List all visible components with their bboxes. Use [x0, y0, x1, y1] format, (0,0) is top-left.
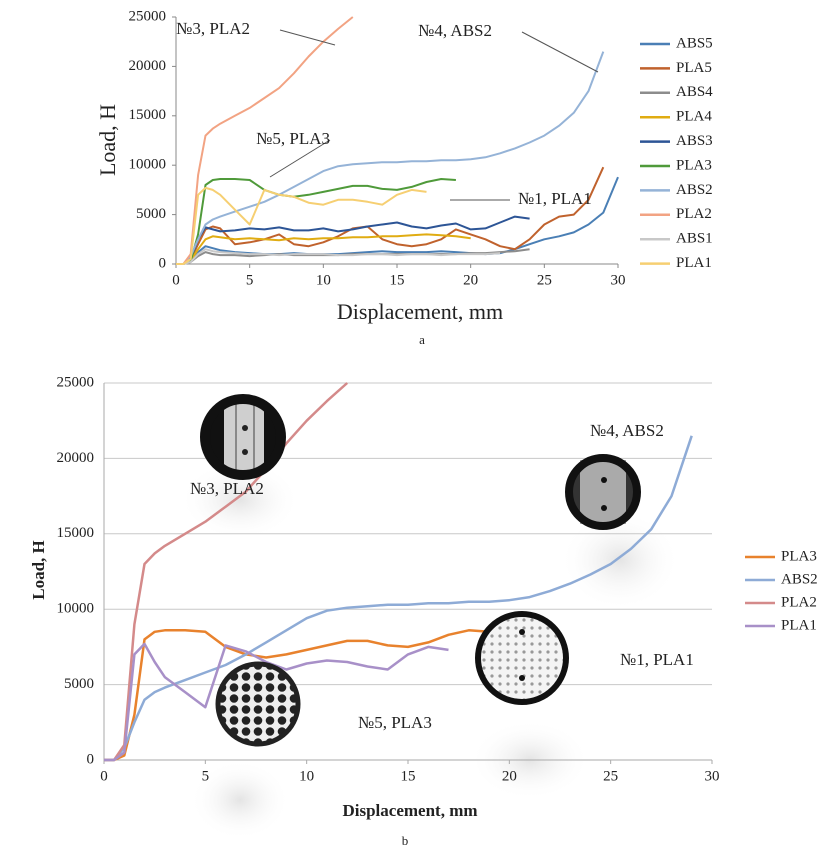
series-line: [104, 629, 490, 762]
legend-label: PLA3: [781, 548, 817, 564]
x-tick-label: 5: [246, 272, 254, 288]
inset-pla2: [200, 394, 286, 480]
y-tick-label: 15000: [129, 107, 167, 123]
y-tick-label: 0: [159, 255, 167, 271]
inset-abs2: [565, 454, 641, 530]
annotation: №4, ABS2: [590, 421, 664, 440]
inset-pla3: [215, 661, 301, 747]
annotation: №1, PLA1: [620, 650, 694, 669]
legend-label: ABS3: [676, 133, 713, 149]
y-tick-label: 0: [87, 751, 95, 767]
annotation: №4, ABS2: [418, 21, 492, 40]
y-tick-label: 25000: [129, 8, 167, 24]
annotation: №5, PLA3: [256, 129, 330, 148]
y-axis-label: Load, H: [95, 104, 120, 176]
y-tick-label: 25000: [57, 374, 95, 390]
x-tick-label: 30: [611, 272, 626, 288]
caption: a: [419, 332, 425, 347]
series-line: [104, 435, 693, 762]
y-axis-label: Load, H: [29, 540, 48, 600]
x-tick-label: 20: [463, 272, 478, 288]
x-tick-label: 10: [299, 768, 314, 784]
legend-label: ABS4: [676, 84, 713, 100]
x-tick-label: 10: [316, 272, 331, 288]
y-tick-label: 20000: [57, 450, 95, 466]
series-line: [176, 16, 354, 265]
chart: 0 5000 10000 15000 20000 25000 0 5 10 15 20 25 30 Dis…: [95, 8, 713, 347]
annotation-leader: [521, 31, 599, 73]
y-tick-label: 20000: [129, 58, 167, 74]
series-line: [176, 51, 605, 265]
legend-label: PLA4: [676, 109, 712, 125]
x-tick-label: 20: [502, 768, 517, 784]
x-tick-label: 5: [202, 768, 210, 784]
x-tick-label: 0: [172, 272, 180, 288]
annotation: №1, PLA1: [518, 189, 592, 208]
series-line: [176, 248, 501, 265]
series-line: [176, 176, 619, 265]
inset-pla1: [475, 611, 569, 705]
annotation-leader: [279, 29, 336, 46]
x-tick-label: 15: [401, 768, 416, 784]
annotation: №3, PLA2: [190, 479, 264, 498]
legend-label: ABS2: [781, 571, 818, 587]
series-line: [176, 233, 471, 265]
chart: 0 5000 10000 15000 20000 25000 0 5 10 15 20 25 30 Dis…: [29, 374, 818, 848]
legend-label: PLA1: [676, 255, 712, 271]
y-tick-label: 10000: [57, 601, 95, 617]
legend-label: PLA1: [781, 617, 817, 633]
x-tick-label: 25: [603, 768, 618, 784]
x-tick-label: 30: [705, 768, 720, 784]
series-line: [176, 215, 530, 265]
legend-label: ABS2: [676, 182, 713, 198]
annotation: №5, PLA3: [358, 713, 432, 732]
legend-label: ABS1: [676, 231, 713, 247]
x-axis-label: Displacement, mm: [337, 299, 503, 324]
caption: b: [402, 833, 409, 848]
background-shading: [180, 460, 680, 840]
x-tick-label: 15: [390, 272, 405, 288]
series-line: [104, 382, 349, 762]
specimen-insets: [200, 394, 641, 747]
x-tick-label: 25: [537, 272, 552, 288]
legend-label: PLA2: [781, 594, 817, 610]
x-tick-label: 0: [100, 768, 108, 784]
y-tick-label: 5000: [136, 206, 166, 222]
y-tick-label: 15000: [57, 525, 95, 541]
legend-label: PLA3: [676, 157, 712, 173]
series-line: [104, 642, 449, 762]
legend-label: PLA2: [676, 206, 712, 222]
annotation-leader: [269, 139, 331, 178]
x-axis-label: Displacement, mm: [342, 801, 477, 820]
series-line: [176, 186, 427, 265]
y-tick-label: 10000: [129, 157, 167, 173]
annotation: №3, PLA2: [176, 19, 250, 38]
y-tick-label: 5000: [64, 676, 94, 692]
legend-label: PLA5: [676, 60, 712, 76]
legend-label: ABS5: [676, 35, 713, 51]
